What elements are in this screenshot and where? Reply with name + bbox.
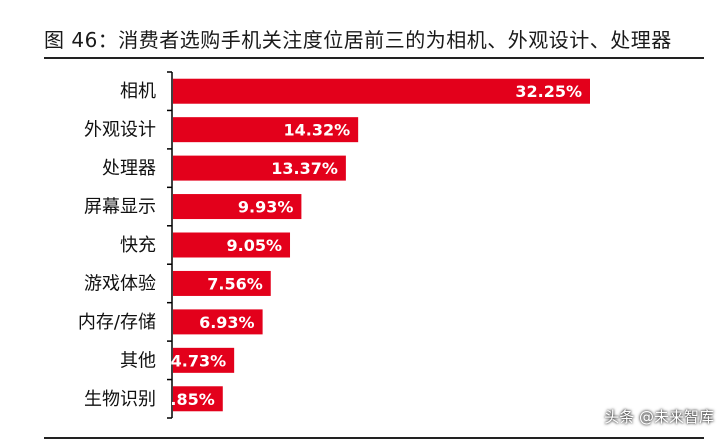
bar: [173, 309, 263, 335]
category-label: 相机: [120, 81, 156, 102]
category-label: 处理器: [102, 158, 156, 179]
title-divider: [44, 57, 704, 59]
category-label: 快充: [120, 235, 156, 256]
bar: [173, 194, 302, 220]
value-label: 32.25%: [515, 82, 582, 101]
bar: [173, 347, 235, 373]
bar: [173, 270, 271, 296]
category-label: 内存/存储: [78, 312, 156, 333]
bar: [173, 155, 346, 181]
watermark: 头条 @未来智库: [604, 408, 714, 426]
value-label: 13.37%: [271, 159, 338, 178]
bar: [173, 386, 223, 412]
value-label: 6.93%: [199, 313, 255, 332]
category-label: 游戏体验: [84, 273, 156, 294]
value-label: 9.05%: [227, 236, 283, 255]
category-label: 生物识别: [84, 389, 156, 410]
category-label: 其他: [120, 350, 156, 371]
bar: [173, 78, 590, 104]
value-label: 7.56%: [207, 274, 263, 293]
value-label: 14.32%: [284, 121, 351, 140]
bottom-divider: [44, 437, 704, 439]
bar: [173, 232, 291, 258]
value-label: 3.85%: [159, 390, 215, 409]
value-label: 9.93%: [238, 198, 294, 217]
bar: [173, 117, 359, 143]
value-label: 4.73%: [171, 351, 227, 370]
category-label: 屏幕显示: [84, 197, 156, 218]
category-label: 外观设计: [84, 120, 156, 141]
chart-title: 图 46：消费者选购手机关注度位居前三的为相机、外观设计、处理器: [44, 28, 672, 52]
